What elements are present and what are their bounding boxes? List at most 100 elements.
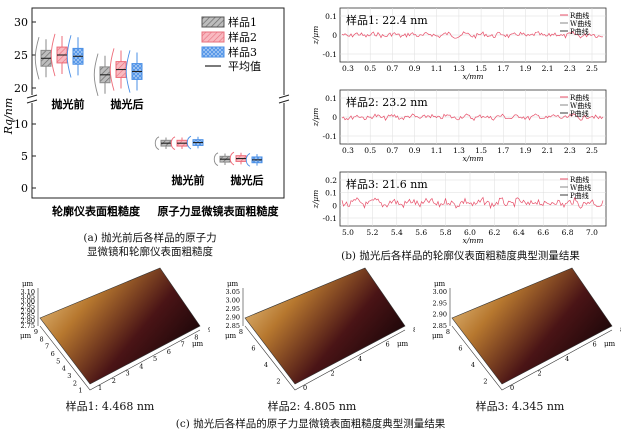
profile-legend-label: R曲线	[570, 11, 589, 20]
y-axis-label: Rq/nm	[2, 98, 15, 136]
afm-x-tick: 5	[56, 357, 60, 365]
profile-x-tick: 6.2	[488, 228, 500, 237]
profile-x-tick: 0.5	[364, 146, 376, 155]
afm-y-unit: μm	[192, 340, 204, 348]
legend: 样品1 样品2 样品3 平均值	[201, 15, 261, 73]
box-3-cat-4	[245, 153, 263, 167]
afm-x-tick: 1	[78, 387, 82, 394]
profile-y-label: z/μm	[311, 108, 320, 127]
profile-legend-label: W曲线	[570, 101, 591, 110]
afm-surface	[39, 267, 201, 385]
box-1-cat-2	[93, 53, 111, 97]
profile-r-curve	[341, 196, 604, 210]
profile-x-tick: 1.9	[519, 64, 531, 73]
box-2-cat-4	[229, 151, 247, 166]
y-tick-10: 10	[14, 118, 28, 131]
afm-y-tick: 0	[303, 384, 307, 392]
afm-y-tick: 4	[139, 362, 143, 370]
box-2-cat-1	[50, 33, 68, 77]
afm-y-tick: 3	[126, 370, 130, 378]
y-tick-5: 5	[21, 150, 28, 163]
profile-x-tick: 7.0	[586, 228, 598, 237]
afm-y-tick: 4	[565, 355, 569, 363]
profile-y-tick: 0	[332, 113, 337, 122]
legend-label-mean: 平均值	[228, 60, 261, 73]
afm-z-tick: 2.90	[433, 311, 447, 319]
afm-z-unit: μm	[434, 280, 446, 288]
box-1-cat-3	[154, 136, 172, 151]
box-2-cat-3	[170, 136, 188, 151]
afm-x-tick: 6	[458, 345, 462, 353]
profile-y-label: z/μm	[311, 26, 320, 45]
profile-x-tick: 2.1	[542, 146, 554, 155]
profile-y-tick: -0.1	[323, 214, 337, 223]
profile-x-tick: 0.3	[342, 64, 354, 73]
afm-x-tick: 8	[446, 328, 450, 336]
afm-x-unit: μm	[225, 332, 237, 340]
group-label-before-profilometer: 抛光前	[52, 97, 85, 111]
x-category-afm: 原子力显微镜表面粗糙度	[158, 204, 280, 218]
afm-z-tick: 3.05	[226, 288, 240, 296]
profile-x-tick: 0.7	[386, 146, 398, 155]
afm-x-unit: μm	[20, 332, 32, 340]
afm-y-tick: 8	[413, 326, 415, 334]
afm-z-tick: 2.85	[21, 312, 35, 320]
legend-label-1: 样品1	[228, 15, 257, 29]
afm-surface	[451, 267, 613, 385]
afm-y-tick: 5	[153, 355, 157, 363]
profile-plot-2: 0.3 0.5 0.7 0.9 1.1 1.3 1.5 1.7 1.9 2.1 2.3 2.5 0.1 0…	[311, 89, 607, 163]
afm-x-tick: 6	[51, 350, 55, 358]
profile-x-tick: 0.7	[386, 64, 398, 73]
profile-x-label: x/mm	[463, 236, 484, 245]
profile-x-tick: 0.9	[409, 64, 421, 73]
y-tick-20: 20	[14, 82, 28, 95]
caption-a-line2: 显微镜和轮廓仪表面粗糙度	[87, 246, 213, 258]
afm-z-tick: 2.80	[21, 317, 35, 325]
profile-x-tick: 0.5	[364, 64, 376, 73]
profile-x-tick: 2.5	[586, 146, 598, 155]
profile-x-tick: 5.0	[342, 228, 354, 237]
profile-x-tick: 1.3	[453, 64, 465, 73]
profile-legend-label: P曲线	[570, 109, 589, 118]
group-label-before-afm: 抛光前	[172, 173, 205, 187]
box-2-cat-2	[109, 48, 127, 91]
afm-x-tick: 8	[239, 328, 243, 336]
panel-a-chart: 30 25 20 10 5 0 Rq/nm 抛光前 抛光后 抛光前 抛光后 样品…	[2, 7, 290, 218]
afm-x-unit: μm	[432, 332, 444, 340]
afm-z-tick: 2.95	[433, 299, 447, 307]
legend-label-2: 样品2	[228, 30, 257, 44]
profile-y-tick: 0.2	[325, 176, 337, 185]
afm-x-tick: 4	[264, 361, 268, 369]
profile-y-tick: 0.1	[325, 12, 337, 21]
afm-z-tick: 2.75	[21, 322, 35, 330]
caption-b: (b) 抛光后各样品的轮廓仪表面粗糙度典型测量结果	[341, 250, 580, 262]
profile-r-curve	[341, 31, 604, 40]
group-label-after-afm: 抛光后	[231, 173, 264, 187]
legend-swatch-3	[201, 46, 225, 58]
profile-x-tick: 0.3	[342, 146, 354, 155]
afm-base-edge	[244, 325, 406, 391]
profile-y-label: z/μm	[311, 190, 320, 209]
profile-plot-3: 5.0 5.2 5.4 5.6 5.8 6.0 6.2 6.4 6.6 6.8 7.0 0.2 0.1 0…	[311, 171, 607, 245]
afm-z-tick: 2.85	[226, 322, 240, 330]
profile-x-tick: 5.8	[440, 228, 452, 237]
caption-a-line1: (a) 抛光前后各样品的原子力	[83, 232, 217, 244]
afm-z-tick: 2.85	[433, 322, 447, 330]
afm-y-tick: 0	[510, 384, 514, 392]
afm-x-tick: 3	[67, 372, 71, 380]
afm-z-unit: μm	[227, 280, 239, 288]
profile-r-curve	[341, 113, 604, 121]
box-3-cat-1	[66, 35, 84, 78]
afm-map-2: μm3.053.002.952.902.858642002468μmμm	[225, 267, 415, 392]
profile-x-tick: 1.5	[475, 146, 487, 155]
profile-x-tick: 5.6	[415, 228, 427, 237]
box-1-cat-1	[34, 37, 52, 80]
profile-legend-label: W曲线	[570, 19, 591, 28]
profile-x-tick: 6.6	[537, 228, 549, 237]
afm-y-unit: μm	[604, 340, 616, 348]
profile-legend-label: R曲线	[570, 175, 589, 184]
axis-break	[26, 94, 290, 104]
profile-frame	[339, 171, 607, 227]
afm-y-tick: 6	[167, 348, 171, 356]
afm-y-tick: 7	[181, 341, 185, 349]
